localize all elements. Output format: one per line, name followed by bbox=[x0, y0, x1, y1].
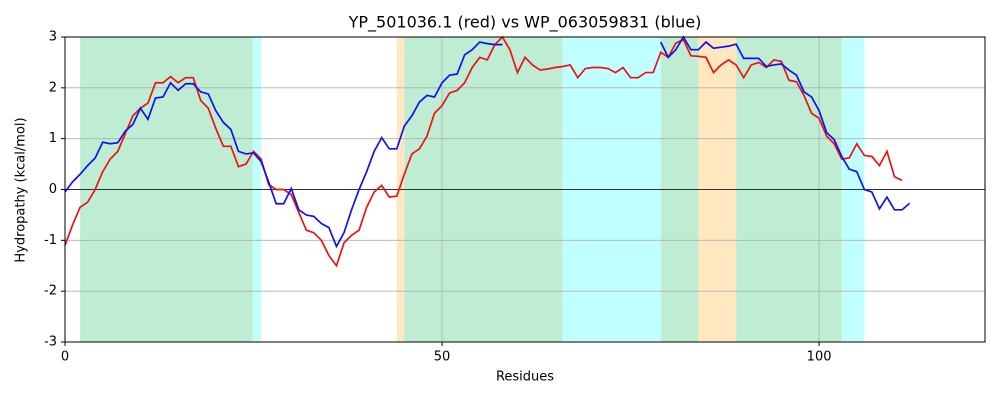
x-tick-label: 100 bbox=[807, 350, 832, 365]
data-line bbox=[64, 35, 911, 249]
y-tick-label: 1 bbox=[49, 131, 57, 146]
chart-title: YP_501036.1 (red) vs WP_063059831 (blue) bbox=[348, 13, 702, 33]
x-tick-label: 50 bbox=[434, 350, 451, 365]
x-axis-label: Residues bbox=[496, 370, 554, 385]
y-tick-label: -2 bbox=[44, 284, 57, 299]
plot-frame bbox=[64, 36, 986, 343]
y-tick-label: 3 bbox=[49, 30, 57, 45]
y-axis-label: Hydropathy (kcal/mol) bbox=[14, 117, 29, 262]
y-tick-label: -3 bbox=[44, 335, 57, 350]
data-line bbox=[64, 35, 903, 268]
y-tick-label: 0 bbox=[49, 182, 57, 197]
y-tick-label: -1 bbox=[44, 233, 57, 248]
x-tick-label: 0 bbox=[61, 350, 69, 365]
y-tick-label: 2 bbox=[49, 80, 57, 95]
